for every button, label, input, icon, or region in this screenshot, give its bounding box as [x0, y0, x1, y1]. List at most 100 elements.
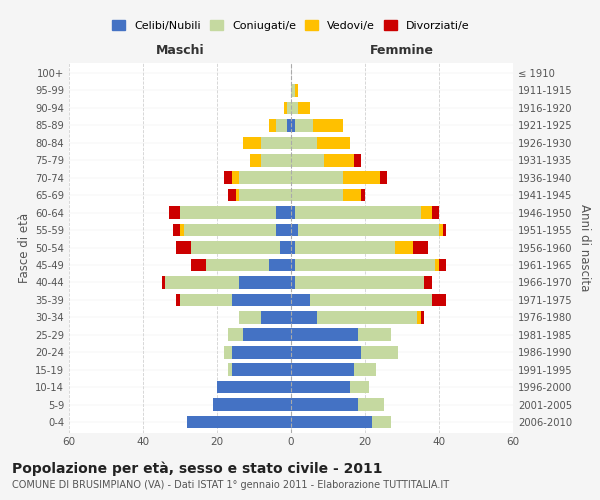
Bar — [343, 189, 361, 202]
Bar — [239, 172, 291, 184]
Bar — [421, 206, 431, 219]
Bar — [295, 258, 435, 271]
Bar — [295, 276, 424, 288]
Bar — [443, 224, 446, 236]
Bar — [232, 346, 291, 358]
Bar — [191, 258, 206, 271]
Bar — [291, 102, 298, 114]
Bar — [295, 84, 298, 96]
Bar — [291, 346, 361, 358]
Bar — [184, 224, 276, 236]
Bar — [187, 416, 291, 428]
Bar — [291, 84, 295, 96]
Bar — [395, 241, 413, 254]
Bar — [380, 172, 387, 184]
Y-axis label: Fasce di età: Fasce di età — [18, 212, 31, 282]
Bar — [295, 206, 421, 219]
Bar — [354, 154, 361, 166]
Bar — [361, 346, 398, 358]
Bar — [291, 398, 358, 411]
Y-axis label: Anni di nascita: Anni di nascita — [578, 204, 591, 291]
Text: COMUNE DI BRUSIMPIANO (VA) - Dati ISTAT 1° gennaio 2011 - Elaborazione TUTTITALI: COMUNE DI BRUSIMPIANO (VA) - Dati ISTAT … — [12, 480, 449, 490]
Bar — [291, 136, 317, 149]
Bar — [431, 206, 439, 219]
Text: Femmine: Femmine — [370, 44, 434, 58]
Bar — [291, 328, 358, 341]
Bar — [239, 276, 291, 288]
Bar — [169, 206, 180, 219]
Bar — [291, 258, 295, 271]
Bar — [239, 311, 262, 324]
Bar — [291, 154, 325, 166]
Bar — [373, 416, 391, 428]
Bar — [217, 381, 291, 394]
Bar — [250, 154, 262, 166]
Bar — [310, 294, 431, 306]
Bar — [176, 241, 191, 254]
Bar — [243, 136, 262, 149]
Bar — [291, 294, 310, 306]
Bar — [295, 241, 395, 254]
Bar — [262, 136, 291, 149]
Bar — [262, 154, 291, 166]
Bar — [291, 364, 354, 376]
Bar — [232, 364, 291, 376]
Bar — [435, 258, 439, 271]
Bar — [317, 311, 417, 324]
Bar — [413, 241, 428, 254]
Bar — [214, 398, 291, 411]
Bar — [361, 189, 365, 202]
Bar — [291, 311, 317, 324]
Bar — [325, 154, 354, 166]
Bar — [180, 294, 232, 306]
Bar — [431, 294, 446, 306]
Bar — [239, 189, 291, 202]
Bar — [354, 364, 376, 376]
Bar — [291, 416, 373, 428]
Bar — [276, 206, 291, 219]
Bar — [276, 119, 287, 132]
Bar — [180, 224, 184, 236]
Bar — [291, 172, 343, 184]
Bar — [291, 119, 295, 132]
Bar — [424, 276, 431, 288]
Bar — [276, 224, 291, 236]
Legend: Celibi/Nubili, Coniugati/e, Vedovi/e, Divorziati/e: Celibi/Nubili, Coniugati/e, Vedovi/e, Di… — [112, 20, 470, 30]
Bar — [243, 328, 291, 341]
Bar — [291, 224, 298, 236]
Bar — [287, 119, 291, 132]
Bar — [350, 381, 368, 394]
Bar — [343, 172, 380, 184]
Bar — [298, 224, 439, 236]
Bar — [284, 102, 287, 114]
Bar — [439, 258, 446, 271]
Bar — [358, 328, 391, 341]
Bar — [269, 258, 291, 271]
Bar — [317, 136, 350, 149]
Bar — [235, 189, 239, 202]
Bar — [180, 206, 276, 219]
Bar — [228, 328, 243, 341]
Bar — [206, 258, 269, 271]
Bar — [165, 276, 239, 288]
Bar — [228, 364, 232, 376]
Bar — [358, 398, 383, 411]
Bar — [262, 311, 291, 324]
Bar — [280, 241, 291, 254]
Bar — [421, 311, 424, 324]
Bar — [173, 224, 180, 236]
Text: Popolazione per età, sesso e stato civile - 2011: Popolazione per età, sesso e stato civil… — [12, 462, 383, 476]
Bar — [228, 189, 235, 202]
Bar — [269, 119, 276, 132]
Bar — [161, 276, 165, 288]
Bar — [313, 119, 343, 132]
Text: Maschi: Maschi — [155, 44, 205, 58]
Bar — [298, 102, 310, 114]
Bar — [176, 294, 180, 306]
Bar — [291, 206, 295, 219]
Bar — [287, 102, 291, 114]
Bar — [232, 294, 291, 306]
Bar — [291, 381, 350, 394]
Bar — [291, 189, 343, 202]
Bar — [232, 172, 239, 184]
